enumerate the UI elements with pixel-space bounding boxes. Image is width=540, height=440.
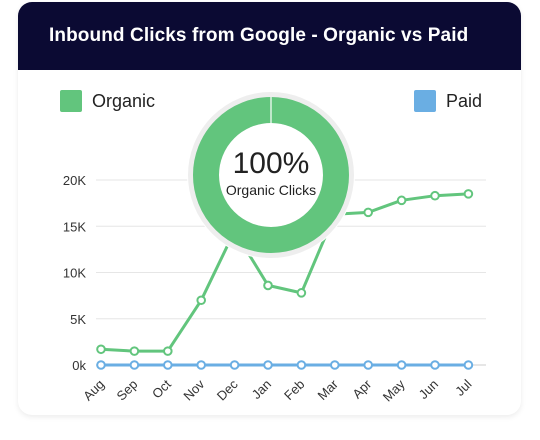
data-point-paid — [263, 360, 273, 370]
x-tick-label: Apr — [349, 376, 374, 401]
data-point-paid — [296, 360, 307, 370]
data-point-paid — [229, 360, 240, 370]
chart-title: Inbound Clicks from Google - Organic vs … — [18, 2, 521, 70]
x-tick-label: Mar — [314, 376, 341, 403]
data-point-organic — [96, 344, 106, 355]
x-tick-label: Jun — [416, 377, 441, 402]
x-tick-label: Aug — [80, 377, 107, 404]
x-tick-label: Jan — [249, 377, 274, 402]
data-point-organic — [163, 346, 173, 356]
x-tick-label: May — [380, 376, 408, 404]
data-point-organic — [196, 295, 206, 306]
legend-paid-swatch — [414, 90, 436, 112]
donut-caption: Organic Clicks — [226, 182, 316, 198]
data-point-paid — [163, 360, 173, 370]
data-point-organic — [296, 288, 307, 298]
y-tick-label: 15K — [63, 219, 86, 234]
data-point-organic — [363, 207, 374, 218]
data-point-organic — [430, 190, 440, 201]
y-tick-label: 0k — [72, 358, 86, 373]
data-point-paid — [396, 360, 407, 370]
data-point-paid — [330, 360, 340, 370]
x-tick-label: Oct — [149, 376, 174, 401]
donut-value-label: 100% — [233, 147, 310, 180]
data-point-paid — [430, 360, 440, 370]
legend-paid[interactable]: Paid — [414, 90, 482, 112]
data-point-paid — [96, 360, 106, 370]
legend-organic[interactable]: Organic — [60, 90, 155, 112]
y-tick-label: 10K — [63, 266, 86, 281]
data-point-organic — [396, 195, 407, 206]
data-point-paid — [129, 360, 140, 370]
y-tick-label: 20K — [63, 173, 86, 188]
legend-paid-label: Paid — [446, 90, 483, 111]
x-tick-label: Dec — [214, 376, 241, 403]
y-tick-label: 5K — [70, 312, 86, 327]
data-point-organic — [463, 189, 474, 199]
legend-organic-swatch — [60, 90, 82, 112]
x-tick-label: Nov — [180, 376, 207, 403]
x-tick-label: Sep — [114, 377, 141, 404]
x-tick-label: Jul — [452, 376, 474, 398]
series-line-organic — [99, 192, 470, 353]
data-point-paid — [196, 360, 206, 370]
data-point-organic — [129, 346, 140, 356]
data-point-paid — [463, 360, 474, 370]
data-point-organic — [263, 280, 273, 291]
data-point-paid — [363, 360, 374, 370]
legend-organic-label: Organic — [92, 90, 156, 111]
x-tick-label: Feb — [281, 377, 307, 403]
